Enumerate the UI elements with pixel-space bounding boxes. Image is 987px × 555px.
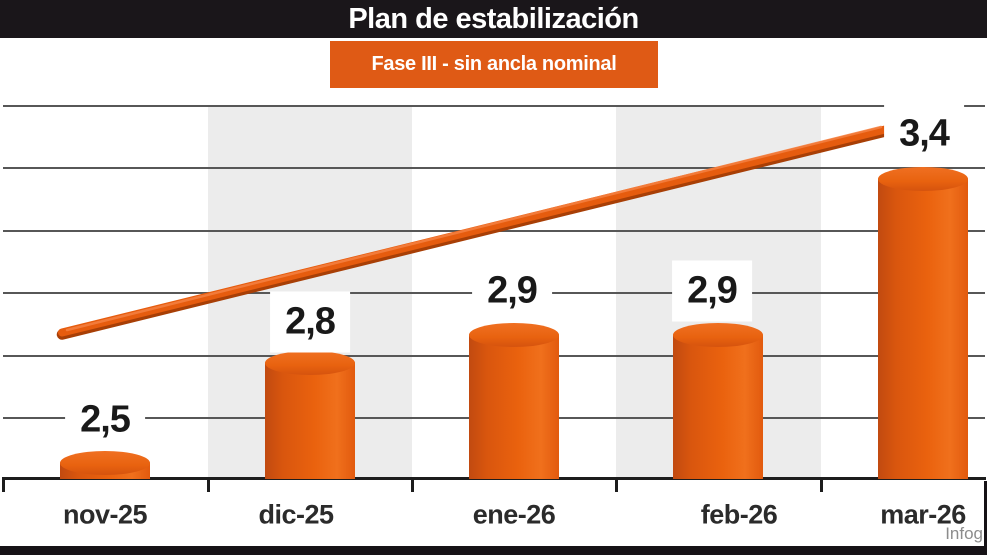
axis-tick (820, 477, 823, 492)
value-label-ene: 2,9 (472, 260, 552, 322)
x-label-nov: nov-25 (62, 499, 148, 530)
bar-mar-26 (878, 167, 968, 479)
gridline (3, 105, 985, 107)
value-label-nov: 2,5 (65, 389, 145, 451)
subtitle-box: Fase III - sin ancla nominal (330, 41, 658, 88)
header-bar: Plan de estabilización (0, 0, 987, 38)
axis-tick (411, 477, 414, 492)
credit-text: Infog (945, 524, 983, 543)
value-label-feb: 2,9 (672, 260, 752, 322)
page-title: Plan de estabilización (348, 2, 639, 35)
bar-nov-25 (60, 451, 150, 479)
bar-body (265, 363, 355, 479)
axis-tick (207, 477, 210, 492)
value-label-dic: 2,8 (270, 291, 350, 353)
bar-cap (60, 451, 150, 475)
subtitle-label: Fase III - sin ancla nominal (371, 53, 617, 75)
gridline (3, 167, 985, 169)
bar-cap (265, 351, 355, 375)
bar-body (673, 335, 763, 479)
x-label-mar: mar-26 (880, 499, 966, 530)
x-label-ene: ene-26 (472, 499, 556, 530)
axis-tick (2, 477, 5, 492)
bar-body (469, 335, 559, 479)
bar-dic-25 (265, 351, 355, 479)
right-frame-strip (984, 481, 987, 555)
bar-ene-26 (469, 323, 559, 479)
gridline (3, 230, 985, 232)
bar-cap (673, 323, 763, 347)
axis-tick (615, 477, 618, 492)
bottom-frame-strip (0, 546, 987, 555)
bar-feb-26 (673, 323, 763, 479)
bar-cap (878, 167, 968, 191)
x-label-dic: dic-25 (258, 499, 334, 530)
value-label-mar: 3,4 (884, 103, 964, 165)
bar-cap (469, 323, 559, 347)
bar-body (878, 179, 968, 479)
x-label-feb: feb-26 (700, 499, 778, 530)
